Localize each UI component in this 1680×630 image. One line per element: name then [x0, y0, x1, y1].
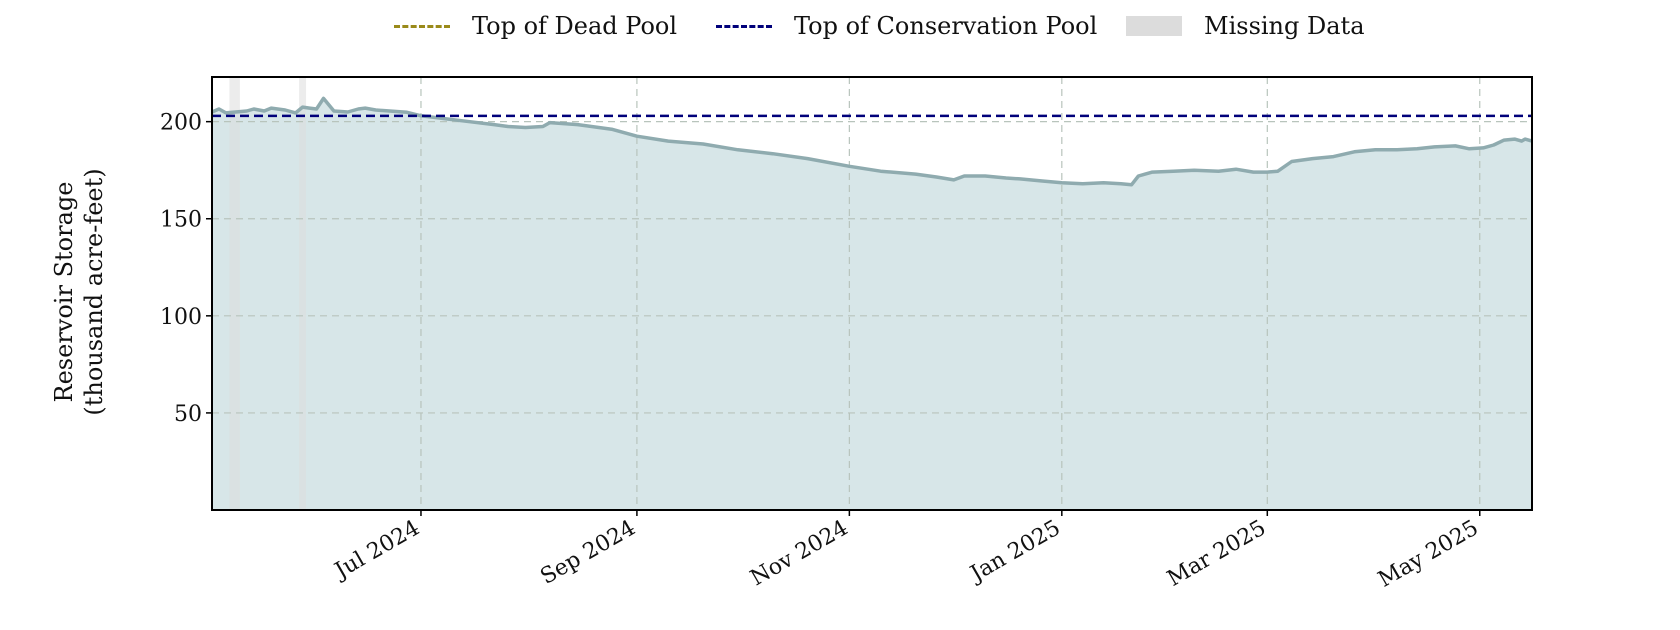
x-tick-label: Sep 2024: [536, 516, 640, 590]
legend-label-conservation-pool: Top of Conservation Pool: [794, 12, 1098, 40]
legend-label-missing-data: Missing Data: [1204, 12, 1365, 40]
missing-data-band: [299, 77, 307, 510]
storage-series-line: [211, 96, 1533, 187]
plot-frame: [211, 76, 1533, 511]
x-tick-label: Mar 2025: [1163, 516, 1270, 592]
y-tick-label: 200: [160, 111, 202, 136]
legend-item-dead-pool: Top of Dead Pool: [394, 6, 677, 46]
legend: Top of Dead Pool Top of Conservation Poo…: [0, 6, 1680, 46]
x-tick-label: Nov 2024: [746, 516, 852, 592]
y-tick-label: 150: [160, 208, 202, 233]
legend-item-missing-data: Missing Data: [1126, 6, 1365, 46]
x-tick-label: May 2025: [1374, 516, 1483, 593]
storage-area-fill: [212, 98, 1532, 511]
missing-data-band: [229, 77, 240, 510]
dead-pool-swatch-icon: [394, 16, 450, 36]
conservation-pool-swatch-icon: [716, 16, 772, 36]
x-tick-label: Jul 2024: [329, 516, 424, 585]
x-tick-label: Jan 2025: [965, 516, 1065, 588]
legend-item-conservation-pool: Top of Conservation Pool: [716, 6, 1097, 46]
y-tick-label: 100: [160, 305, 202, 330]
legend-label-dead-pool: Top of Dead Pool: [472, 12, 678, 40]
y-tick-label: 50: [174, 402, 202, 427]
missing-data-swatch-icon: [1126, 16, 1182, 36]
